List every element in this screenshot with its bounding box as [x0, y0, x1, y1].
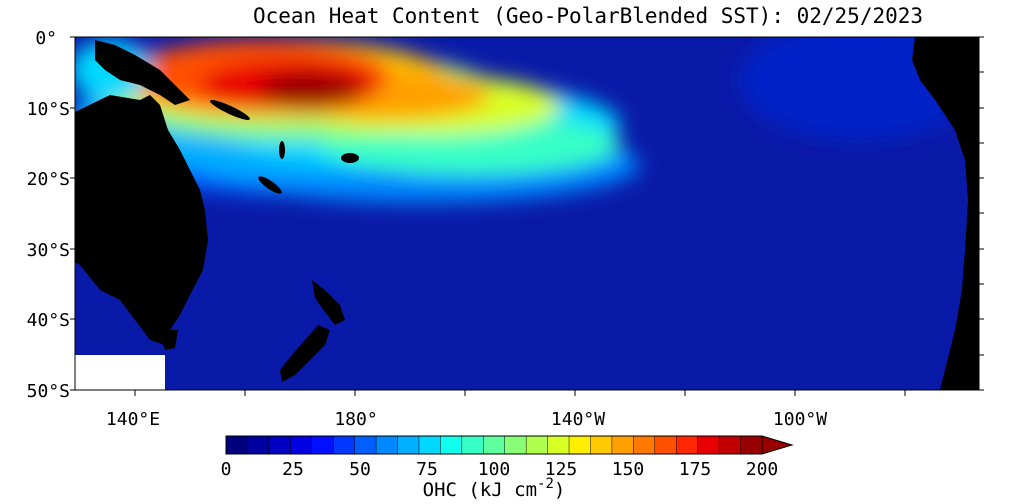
colorbar-swatch: [697, 436, 720, 454]
land-new-caledonia: [258, 176, 282, 194]
colorbar-tick-label: 75: [416, 459, 438, 480]
colorbar-tick-label: 0: [221, 459, 232, 480]
lon-label-140e: 140°E: [106, 409, 160, 430]
colorbar-swatch: [440, 436, 463, 454]
colorbar-tick-label: 125: [545, 459, 578, 480]
colorbar-label-exponent: -2: [537, 476, 554, 492]
latitude-axis: 0° 10°S 20°S 30°S 40°S 50°S: [27, 28, 984, 402]
colorbar-swatch: [226, 436, 249, 454]
longitude-axis: 140°E 180° 140°W 100°W: [106, 390, 906, 430]
colorbar-swatch: [547, 436, 570, 454]
map-title: Ocean Heat Content (Geo-PolarBlended SST…: [253, 4, 923, 28]
land-solomon: [209, 100, 251, 120]
lat-label-30s: 30°S: [27, 240, 70, 261]
lat-label-40s: 40°S: [27, 310, 70, 331]
map-panel: [75, 37, 979, 390]
lon-label-100w: 100°W: [773, 409, 827, 430]
colorbar-swatches: [226, 436, 763, 454]
colorbar: 0 25 50 75 100 125 150 175 200 OHC (kJ cm-2): [221, 435, 794, 501]
colorbar-swatch: [483, 436, 506, 454]
land-masses: [75, 37, 979, 390]
colorbar-tick-label: 200: [746, 459, 779, 480]
colorbar-swatch: [590, 436, 613, 454]
lat-label-20s: 20°S: [27, 169, 70, 190]
land-tasmania: [158, 330, 178, 350]
land-new-zealand-south: [280, 325, 330, 382]
colorbar-swatch: [290, 436, 313, 454]
lat-label-0: 0°: [35, 28, 57, 49]
land-fiji: [341, 153, 359, 163]
colorbar-swatch: [504, 436, 527, 454]
colorbar-swatch: [311, 436, 334, 454]
colorbar-swatch: [418, 436, 441, 454]
colorbar-swatch: [247, 436, 270, 454]
lon-label-180: 180°: [334, 409, 377, 430]
colorbar-overflow-arrow: [761, 435, 794, 455]
land-south-america: [912, 37, 979, 390]
colorbar-swatch: [569, 436, 592, 454]
colorbar-tick-label: 150: [612, 459, 645, 480]
colorbar-tick-label: 175: [679, 459, 712, 480]
land-new-guinea: [95, 40, 190, 105]
colorbar-swatch: [376, 436, 399, 454]
lon-label-140w: 140°W: [551, 409, 605, 430]
colorbar-swatch: [354, 436, 377, 454]
colorbar-swatch: [719, 436, 742, 454]
colorbar-swatch: [676, 436, 699, 454]
colorbar-swatch: [333, 436, 356, 454]
colorbar-swatch: [268, 436, 291, 454]
colorbar-swatch: [740, 436, 763, 454]
land-new-zealand-north: [312, 280, 345, 325]
land-australia: [75, 95, 208, 345]
colorbar-swatch: [526, 436, 549, 454]
lat-label-10s: 10°S: [27, 99, 70, 120]
colorbar-tick-label: 25: [282, 459, 304, 480]
ohc-heat-field: [75, 37, 979, 203]
lat-label-50s: 50°S: [27, 381, 70, 402]
colorbar-swatch: [461, 436, 484, 454]
colorbar-tick-label: 100: [478, 459, 511, 480]
colorbar-label: OHC (kJ cm-2): [423, 476, 566, 501]
colorbar-swatch: [633, 436, 656, 454]
colorbar-swatch: [397, 436, 420, 454]
colorbar-frame: [225, 435, 763, 455]
colorbar-swatch: [611, 436, 634, 454]
colorbar-tick-label: 50: [349, 459, 371, 480]
no-data-region: [75, 355, 165, 390]
colorbar-swatch: [654, 436, 677, 454]
colorbar-tick-labels: 0 25 50 75 100 125 150 175 200: [221, 459, 779, 480]
land-vanuatu: [279, 141, 285, 159]
colorbar-label-close: ): [554, 479, 565, 501]
